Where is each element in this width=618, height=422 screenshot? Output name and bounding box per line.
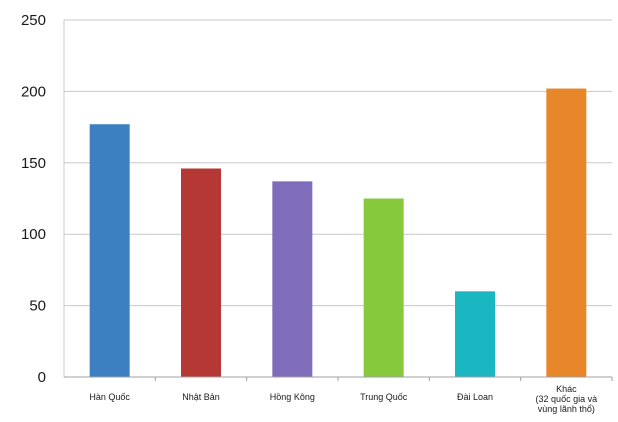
x-tick-label: Hồng Kông	[270, 392, 315, 402]
x-tick-label: vùng lãnh thổ)	[538, 404, 595, 414]
x-tick-label: (32 quốc gia và	[536, 394, 598, 404]
bar	[546, 88, 587, 377]
x-axis-ticks: Hàn Quốc Nhật Bản Hồng Kông Trung Quốc Đài L…	[89, 377, 613, 414]
y-axis-ticks: 0 50 100 150 200 250	[21, 12, 46, 386]
y-tick-label: 0	[38, 369, 46, 386]
x-tick-label: Đài Loan	[457, 392, 493, 402]
bar	[272, 181, 313, 377]
y-tick-label: 50	[29, 298, 46, 315]
x-tick-label: Nhật Bản	[182, 392, 220, 402]
y-tick-label: 200	[21, 83, 46, 100]
bar	[363, 198, 404, 377]
x-tick-label: Trung Quốc	[360, 392, 408, 402]
y-tick-label: 150	[21, 155, 46, 172]
bars	[89, 88, 587, 377]
gridlines	[63, 19, 612, 377]
x-tick-label: Khác	[556, 384, 577, 394]
bar	[181, 168, 221, 377]
y-tick-label: 100	[21, 226, 46, 243]
bar	[89, 124, 130, 377]
x-tick-label: Hàn Quốc	[89, 392, 130, 402]
y-tick-label: 250	[21, 12, 46, 29]
bar	[455, 291, 495, 377]
